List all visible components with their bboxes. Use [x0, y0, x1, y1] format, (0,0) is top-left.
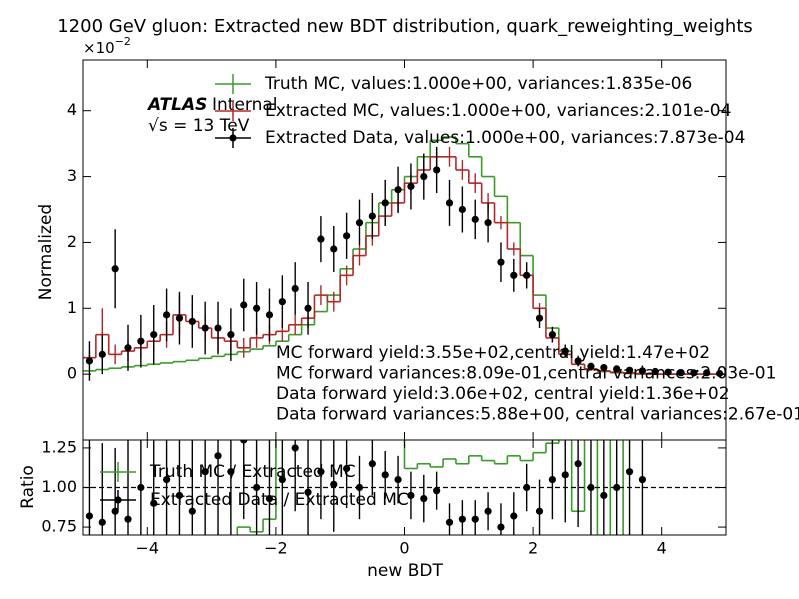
- legend-marker: [114, 496, 122, 504]
- y-axis-label: Normalized: [36, 204, 56, 300]
- y-tick-label: 0.75: [41, 517, 77, 536]
- atlas-status: Internal: [212, 95, 278, 115]
- legend-label: Truth MC, values:1.000e+00, variances:1.…: [264, 74, 692, 94]
- x-tick-label: 4: [657, 539, 667, 558]
- legend-label: Extracted Data, values:1.000e+00, varian…: [265, 128, 745, 148]
- y-tick-label: 2: [67, 232, 77, 251]
- x-tick-label: 2: [528, 539, 538, 558]
- x-axis-label: new BDT: [367, 561, 443, 581]
- info-text: MC forward yield:3.55e+02,central yield:…: [276, 343, 710, 363]
- axes-frame: [82, 439, 727, 536]
- x-tick-label: −4: [136, 539, 160, 558]
- info-text: Data forward variances:5.88e+00, central…: [276, 405, 799, 425]
- y-tick-label: 1: [67, 298, 77, 317]
- legend-label: Extracted Data / Extracted MC: [150, 490, 409, 510]
- y-offset: ×10−2: [83, 35, 131, 57]
- legend-marker: [229, 134, 237, 142]
- x-tick-label: −2: [264, 539, 288, 558]
- x-tick-label: 0: [399, 539, 409, 558]
- legend-label: Truth MC / Extracted MC: [149, 462, 356, 482]
- y-tick-label: 1.25: [41, 437, 77, 456]
- plot-area: [83, 136, 726, 381]
- legend-label: Extracted MC, values:1.000e+00, variance…: [265, 101, 731, 121]
- info-text: MC forward variances:8.09e-01,central va…: [276, 364, 776, 384]
- ratio-y-axis-label: Ratio: [18, 465, 38, 509]
- energy-label: √s = 13 TeV: [148, 116, 250, 136]
- chart-title: 1200 GeV gluon: Extracted new BDT distri…: [57, 16, 753, 37]
- y-offset-base: ×10: [83, 39, 115, 57]
- atlas-label: ATLAS: [146, 95, 207, 115]
- y-tick-label: 4: [67, 100, 77, 119]
- y-tick-label: 0: [67, 364, 77, 383]
- y-tick-label: 1.00: [41, 477, 77, 496]
- info-text: Data forward yield:3.06e+02, central yie…: [276, 384, 730, 404]
- y-tick-label: 3: [67, 166, 77, 185]
- y-offset-exponent: −2: [115, 35, 131, 48]
